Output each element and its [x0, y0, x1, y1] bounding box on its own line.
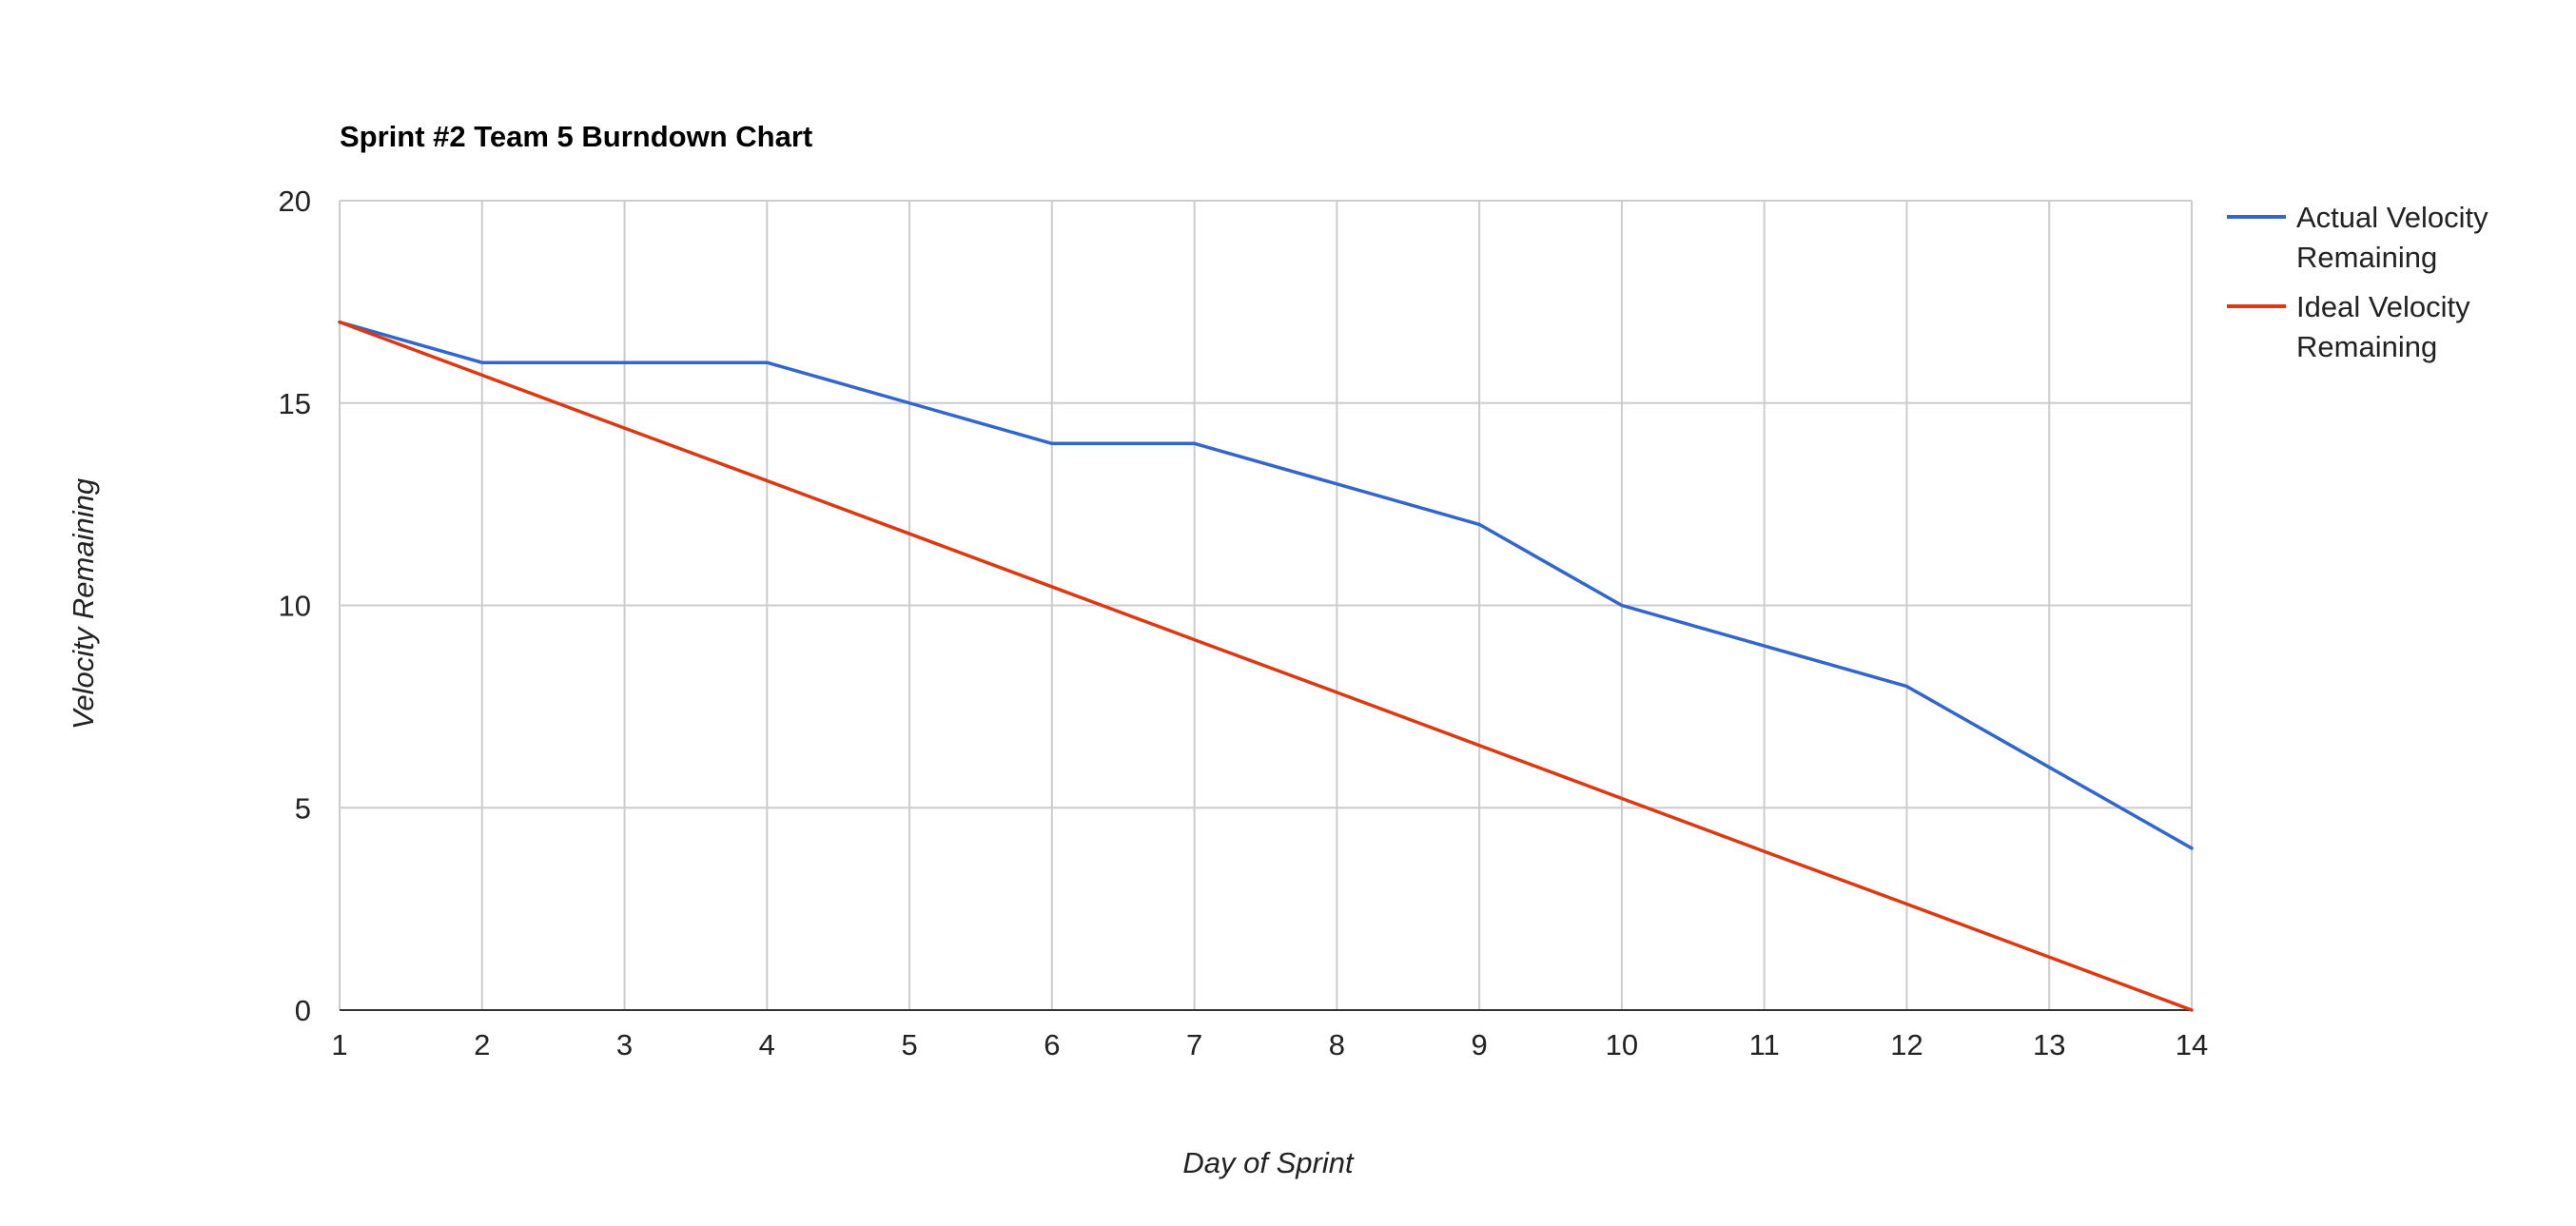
gridlines	[339, 200, 2193, 1011]
legend: Actual Velocity Remaining Ideal Velocity Re…	[2227, 201, 2488, 363]
legend-label-actual-line-2: Remaining	[2296, 241, 2437, 274]
x-tick-label-4: 4	[759, 1028, 775, 1061]
x-tick-label-7: 7	[1186, 1028, 1202, 1061]
y-tick-label-10: 10	[279, 590, 311, 623]
x-tick-label-3: 3	[616, 1028, 633, 1061]
x-tick-label-9: 9	[1472, 1028, 1488, 1061]
chart-title: Sprint #2 Team 5 Burndown Chart	[340, 120, 812, 153]
series-line-ideal	[338, 320, 2194, 1012]
x-tick-label-2: 2	[474, 1028, 490, 1061]
x-tick-label-13: 13	[2033, 1028, 2065, 1061]
x-tick-label-11: 11	[1749, 1028, 1780, 1061]
legend-label-actual-line-1: Actual Velocity	[2296, 201, 2488, 234]
x-tick-label-6: 6	[1044, 1028, 1060, 1061]
y-tick-label-5: 5	[295, 791, 311, 825]
legend-label-ideal-line-2: Remaining	[2296, 330, 2437, 363]
y-tick-label-20: 20	[279, 185, 311, 218]
y-axis-title: Velocity Remaining	[67, 478, 100, 730]
x-tick-label-14: 14	[2176, 1028, 2208, 1061]
series-lines	[338, 320, 2194, 1012]
x-tick-label-1: 1	[331, 1028, 347, 1061]
x-tick-label-5: 5	[901, 1028, 917, 1061]
series-line-actual	[338, 320, 2194, 850]
y-tick-label-0: 0	[295, 994, 311, 1027]
x-tick-label-10: 10	[1606, 1028, 1638, 1061]
y-tick-label-15: 15	[279, 387, 311, 420]
x-tick-label-12: 12	[1890, 1028, 1922, 1061]
legend-label-ideal-line-1: Ideal Velocity	[2296, 290, 2470, 323]
x-axis-title: Day of Sprint	[1182, 1146, 1355, 1179]
x-tick-label-8: 8	[1329, 1028, 1345, 1061]
